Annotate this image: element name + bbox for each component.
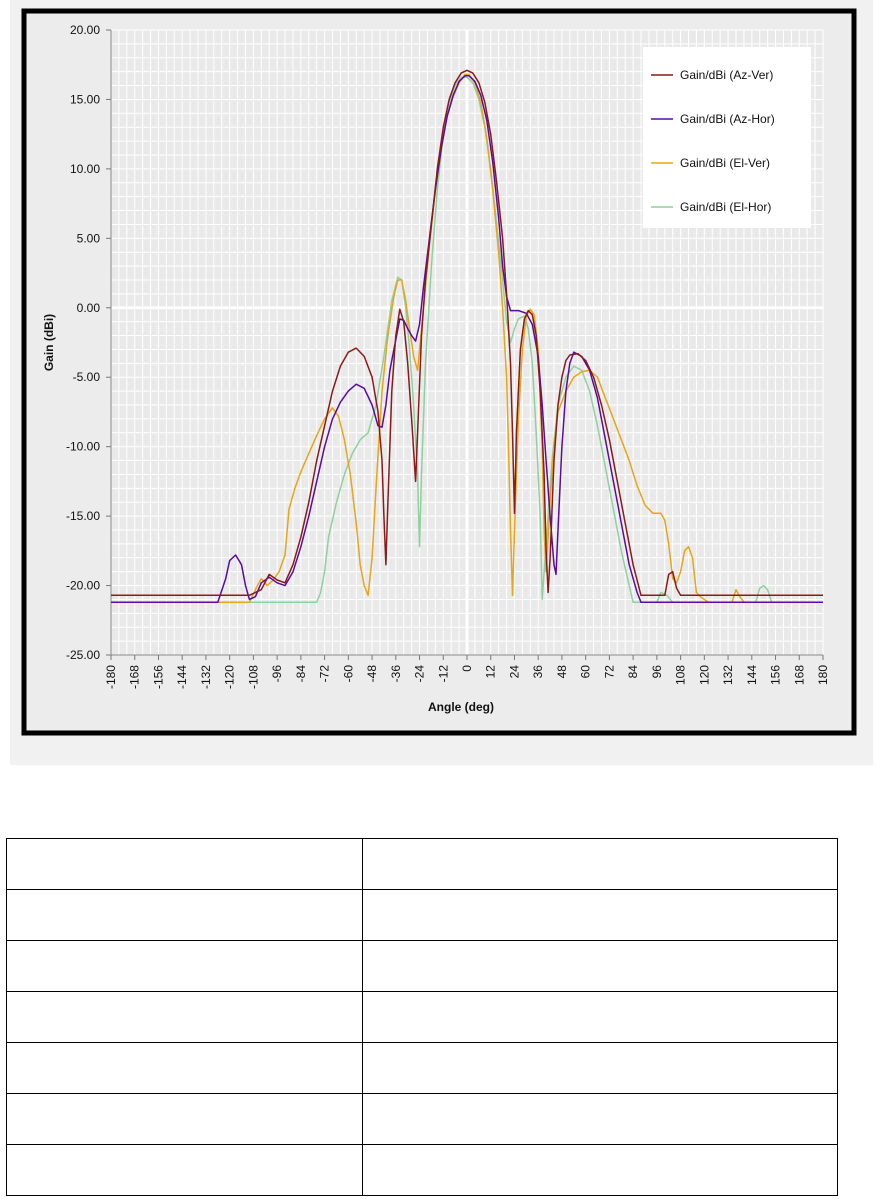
empty-table <box>6 838 838 1196</box>
table-cell <box>6 940 363 992</box>
x-tick-label: -48 <box>365 665 379 683</box>
table-cell <box>362 1042 838 1094</box>
x-tick-label: 36 <box>531 665 545 679</box>
table-cell <box>362 1093 838 1145</box>
x-tick-label: 144 <box>745 665 759 685</box>
table-row <box>6 889 838 941</box>
y-tick-label: -25.00 <box>66 648 100 662</box>
table-cell <box>362 889 838 941</box>
y-axis-label: Gain (dBi) <box>42 314 56 371</box>
legend-entry-label: Gain/dBi (Az-Hor) <box>680 112 775 126</box>
y-tick-label: -5.00 <box>73 370 101 384</box>
series-line-3 <box>111 73 823 603</box>
table-cell <box>6 1093 363 1145</box>
table-cell <box>6 1042 363 1094</box>
y-tick-label: 0.00 <box>77 301 101 315</box>
x-tick-label: 84 <box>626 665 640 679</box>
series-line-1 <box>111 69 823 597</box>
y-tick-label: -20.00 <box>66 579 100 593</box>
x-tick-label: -144 <box>175 665 189 689</box>
x-tick-label: 24 <box>507 665 521 679</box>
y-tick-label: 15.00 <box>70 92 100 106</box>
table-cell <box>362 991 838 1043</box>
x-tick-label: -60 <box>341 665 355 683</box>
gain-chart: -25.00 -20.00 -15.00 -10.00 -5.00 0.00 5.00 10.… <box>10 0 873 765</box>
x-tick-label: 60 <box>579 665 593 679</box>
y-tick-label: -10.00 <box>66 440 100 454</box>
x-tick-label: 108 <box>674 665 688 685</box>
x-tick-label: 0 <box>460 665 474 672</box>
legend-entry-label: Gain/dBi (El-Hor) <box>680 200 771 214</box>
x-tick-label: -24 <box>413 665 427 683</box>
x-tick-label: 72 <box>602 665 616 679</box>
x-tick-label: 180 <box>816 665 830 685</box>
series-line-2 <box>111 75 823 603</box>
empty-table-container <box>6 838 838 1196</box>
table-cell <box>6 838 363 890</box>
table-cell <box>6 1144 363 1196</box>
table-row <box>6 1144 838 1196</box>
legend-entry-label: Gain/dBi (El-Ver) <box>680 156 770 170</box>
x-tick-label: 96 <box>650 665 664 679</box>
table-cell <box>362 940 838 992</box>
x-tick-label: -84 <box>294 665 308 683</box>
x-tick-label: 168 <box>792 665 806 685</box>
y-tick-label: 10.00 <box>70 162 100 176</box>
x-tick-label: -168 <box>128 665 142 689</box>
y-tick-label: -15.00 <box>66 509 100 523</box>
x-tick-label: 120 <box>697 665 711 685</box>
table-cell <box>6 991 363 1043</box>
x-tick-label: 48 <box>555 665 569 679</box>
table-cell <box>6 889 363 941</box>
table-cell <box>362 838 838 890</box>
x-tick-label: -72 <box>318 665 332 683</box>
table-row <box>6 991 838 1043</box>
x-tick-label: 12 <box>484 665 498 679</box>
x-tick-label: -96 <box>270 665 284 683</box>
legend-entry-label: Gain/dBi (Az-Ver) <box>680 68 773 82</box>
table-row <box>6 1042 838 1094</box>
x-tick-label: -132 <box>199 665 213 689</box>
table-row <box>6 1093 838 1145</box>
x-tick-label: 132 <box>721 665 735 685</box>
table-row <box>6 838 838 890</box>
x-tick-label: -156 <box>151 665 165 689</box>
x-tick-label: -12 <box>436 665 450 683</box>
legend-box <box>643 47 811 228</box>
x-tick-label: -108 <box>246 665 260 689</box>
x-tick-label: -120 <box>223 665 237 689</box>
x-axis-label: Angle (deg) <box>428 700 494 714</box>
x-tick-label: -36 <box>389 665 403 683</box>
x-tick-label: -180 <box>104 665 118 689</box>
x-tick-label: 156 <box>769 665 783 685</box>
table-cell <box>362 1144 838 1196</box>
table-row <box>6 940 838 992</box>
chart-figure: -25.00 -20.00 -15.00 -10.00 -5.00 0.00 5.00 10.… <box>10 0 873 765</box>
y-tick-label: 20.00 <box>70 23 100 37</box>
y-tick-label: 5.00 <box>77 231 101 245</box>
